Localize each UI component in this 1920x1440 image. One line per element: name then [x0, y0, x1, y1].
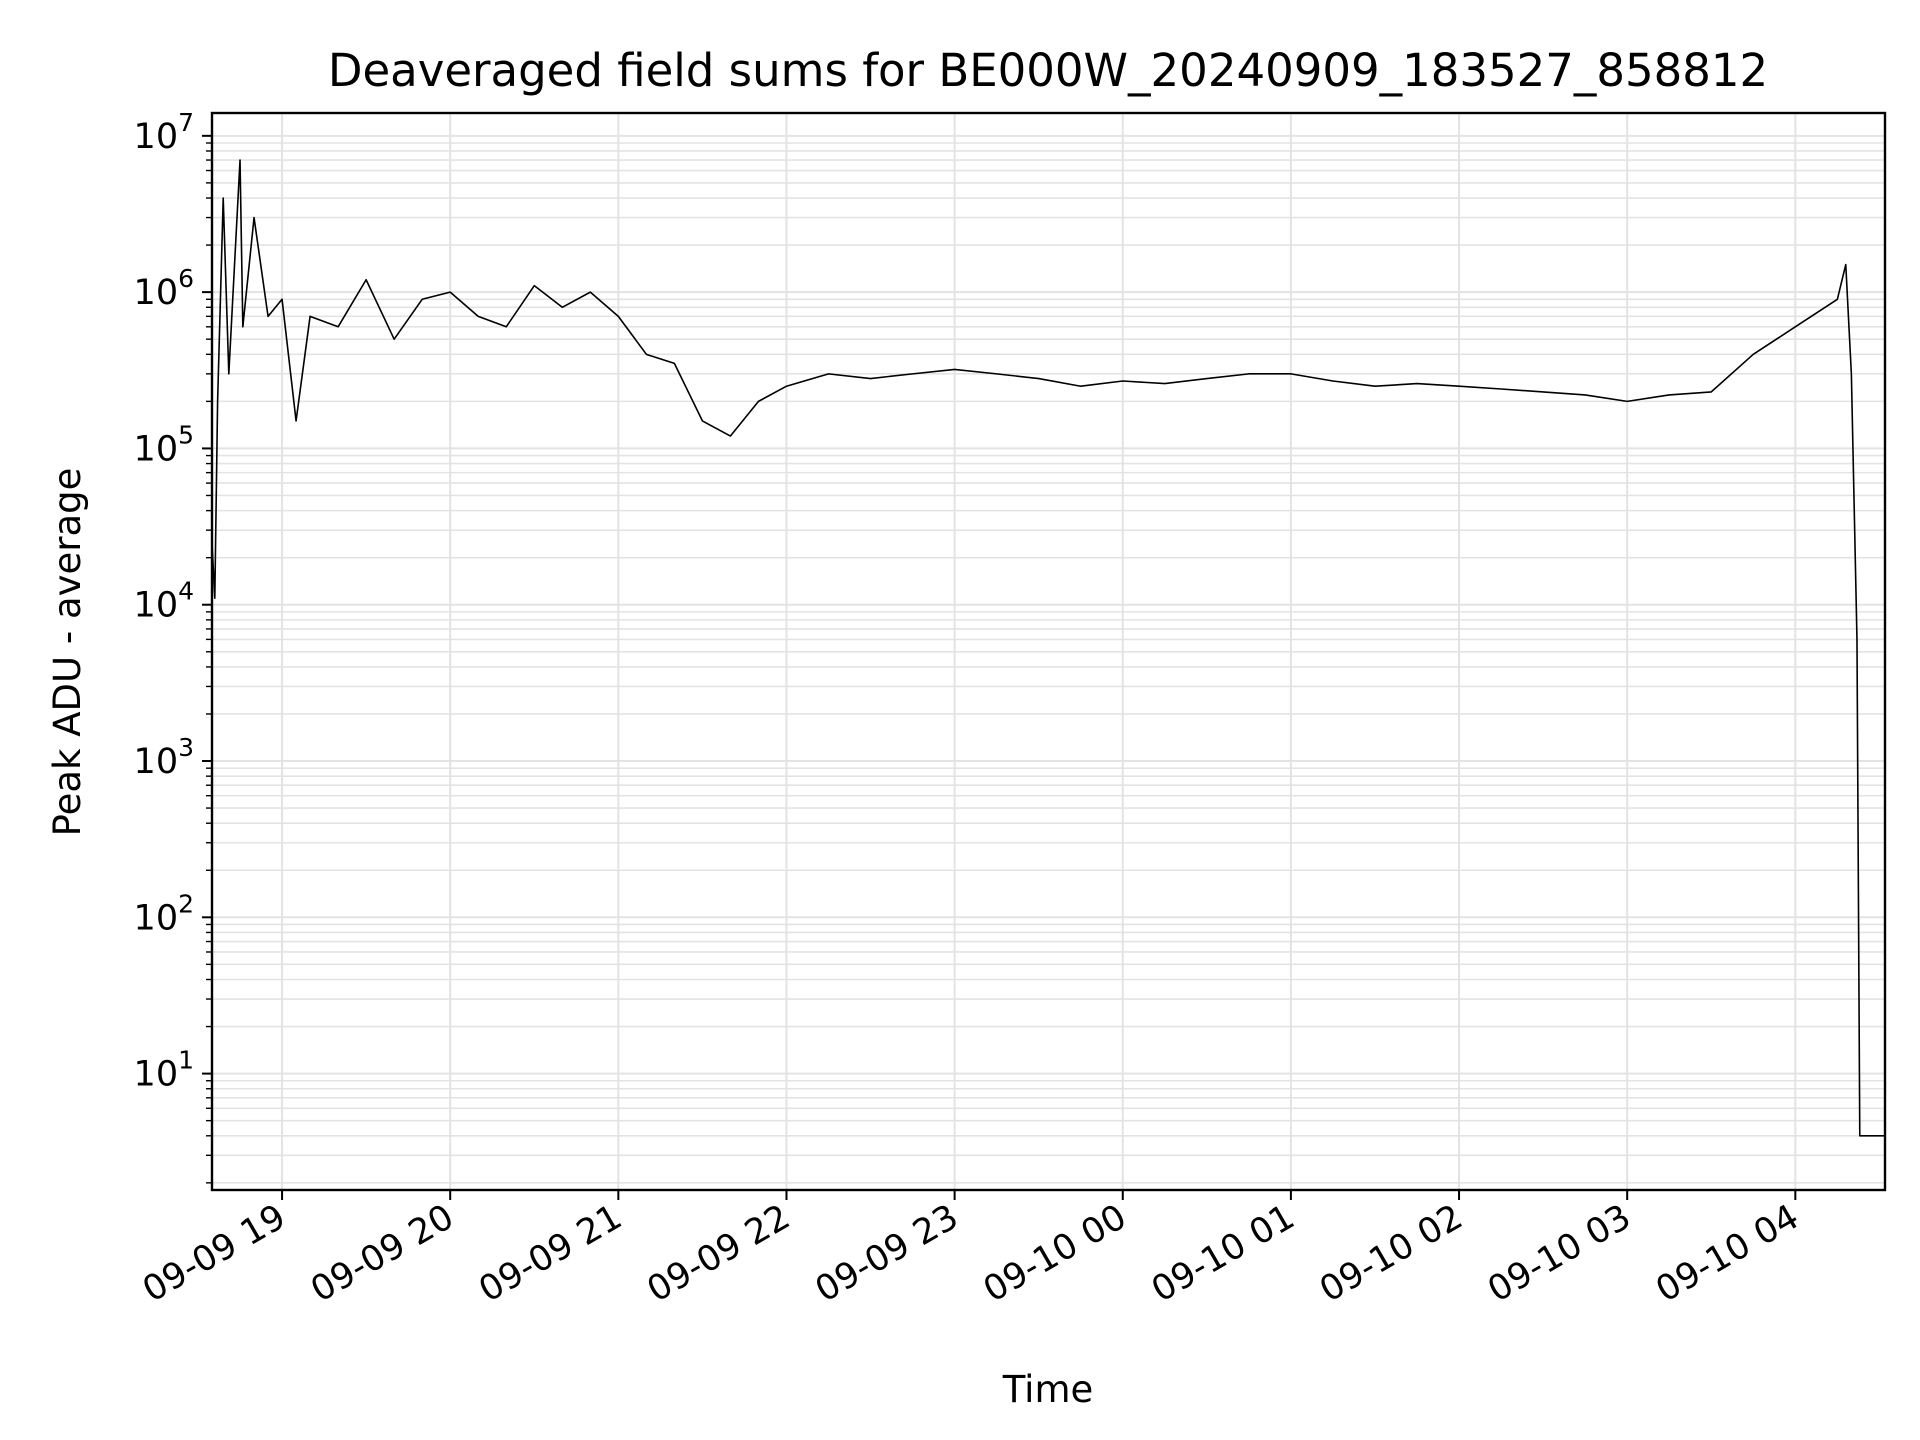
plot-data — [211, 159, 1885, 1137]
y-tick-label: 103 — [134, 733, 194, 782]
series-line — [211, 159, 1885, 1137]
y-tick-label: 102 — [134, 889, 194, 938]
grid — [212, 113, 1885, 1190]
y-tick-label: 101 — [134, 1046, 194, 1095]
y-tick-label: 104 — [134, 577, 194, 626]
y-tick-label: 105 — [134, 420, 194, 469]
x-axis-label: Time — [1002, 1368, 1094, 1411]
y-tick-label: 107 — [134, 108, 194, 157]
ticks — [202, 134, 1797, 1200]
y-tick-label: 106 — [134, 264, 194, 313]
y-axis-label: Peak ADU - average — [46, 468, 89, 837]
chart-title: Deaveraged field sums for BE000W_2024090… — [328, 44, 1768, 97]
